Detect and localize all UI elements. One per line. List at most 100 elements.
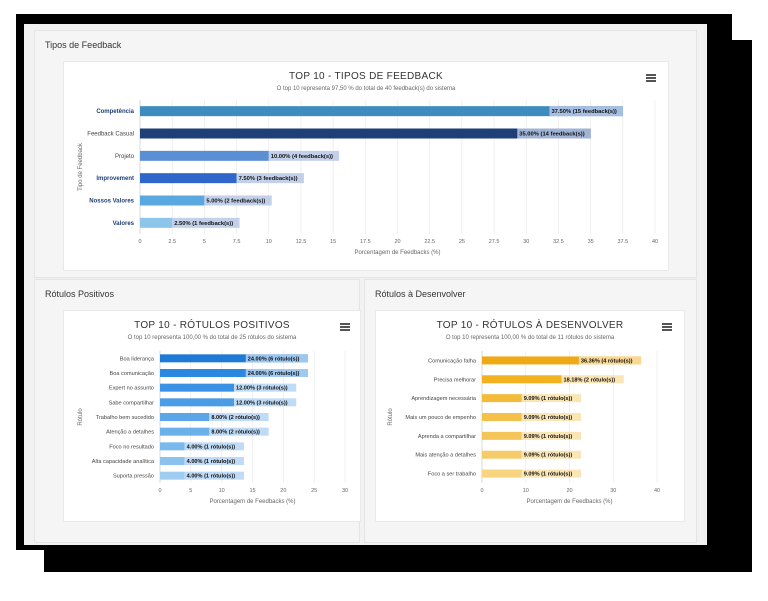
data-label-background <box>236 173 304 184</box>
data-label-background <box>549 106 623 117</box>
data-label-background <box>234 383 297 392</box>
category-label: Boa liderança <box>120 356 155 362</box>
x-tick-label: 20 <box>280 488 286 494</box>
category-label: Competência <box>96 109 134 115</box>
x-tick-label: 30 <box>523 239 529 245</box>
x-tick-label: 10 <box>523 488 529 494</box>
dashboard-screen: Tipos de Feedback TOP 10 - TIPOS DE FEED… <box>24 24 707 545</box>
x-tick-label: 7.5 <box>233 239 241 245</box>
x-tick-label: 22.5 <box>424 239 435 245</box>
panel-title: Rótulos Positivos <box>45 289 115 299</box>
data-label-background <box>521 431 582 440</box>
x-tick-label: 35 <box>588 239 594 245</box>
data-label: 8.00% (2 rótulo(s)) <box>211 415 260 421</box>
x-tick-label: 27.5 <box>489 239 500 245</box>
x-tick-label: 0 <box>480 488 483 494</box>
data-label-background <box>209 413 269 421</box>
x-tick-label: 25 <box>311 488 317 494</box>
panel-title: Tipos de Feedback <box>45 40 122 50</box>
data-label: 24.00% (6 rótulo(s)) <box>248 371 300 377</box>
bar <box>160 398 234 407</box>
data-label-background <box>517 128 591 139</box>
category-label: Aprenda a compartilhar <box>418 434 476 440</box>
y-axis-title: Rótulo <box>388 408 394 426</box>
panel-title: Rótulos à Desenvolver <box>375 289 466 299</box>
develop-labels-chart-card: TOP 10 - RÓTULOS À DESENVOLVER O top 10 … <box>375 310 685 522</box>
x-tick-label: 30 <box>342 488 348 494</box>
x-tick-label: 15 <box>330 239 336 245</box>
x-axis-title: Porcentagem de Feedbacks (%) <box>209 499 295 505</box>
category-label: Sabe compartilhar <box>109 400 155 406</box>
data-label: 9.09% (1 rótulo(s)) <box>524 472 573 478</box>
hamburger-menu-icon[interactable] <box>662 323 672 331</box>
data-label-background <box>521 413 582 421</box>
develop-labels-bar-chart: 0 10 20 30 40 Comunicação falha 36.36% (4 rótu… <box>388 351 660 505</box>
x-tick-label: 37.5 <box>617 239 628 245</box>
category-label: Foco a ser trabalho <box>428 472 476 478</box>
data-label-background <box>172 217 240 228</box>
x-tick-label: 30 <box>610 488 616 494</box>
category-label: Aprendizagem necessária <box>411 396 477 402</box>
category-label: Precisa melhorar <box>434 377 476 383</box>
data-label-background <box>184 457 244 465</box>
bar <box>482 375 562 384</box>
data-label: 4.00% (1 rótulo(s)) <box>187 444 236 450</box>
category-label: Mais atenção a detalhes <box>415 453 476 459</box>
y-axis-title: Tipo de Feedback <box>78 142 84 191</box>
feedback-types-bar-chart: 0 2.5 5 7.5 10 12.5 15 17.5 20 22.5 25 27.5 30 32.5 35… <box>78 100 658 256</box>
bar <box>140 106 623 117</box>
data-label-background <box>234 398 297 407</box>
feedback-types-chart-card: TOP 10 - TIPOS DE FEEDBACK O top 10 repr… <box>63 61 669 271</box>
bar <box>140 195 205 206</box>
data-label: 9.09% (1 rótulo(s)) <box>524 434 573 440</box>
x-tick-label: 20 <box>394 239 400 245</box>
hamburger-menu-icon[interactable] <box>340 323 350 331</box>
category-label: Alta capacidade analítica <box>92 459 155 465</box>
data-label-background <box>521 469 582 478</box>
data-label-background <box>209 427 269 436</box>
chart-title: TOP 10 - RÓTULOS POSITIVOS <box>134 320 290 331</box>
x-tick-label: 0 <box>138 239 141 245</box>
x-tick-label: 40 <box>652 239 658 245</box>
data-label: 2.50% (1 feedback(s)) <box>174 221 233 227</box>
feedback-types-panel: Tipos de Feedback TOP 10 - TIPOS DE FEED… <box>34 30 697 278</box>
data-label: 18.18% (2 rótulo(s)) <box>564 377 616 383</box>
category-label: Mais um pouco de empenho <box>405 415 476 421</box>
category-label: Improvement <box>96 176 134 182</box>
data-label-background <box>268 150 340 161</box>
bar <box>482 394 522 403</box>
develop-labels-panel: Rótulos à Desenvolver TOP 10 - RÓTULOS À… <box>364 279 697 543</box>
chart-title: TOP 10 - TIPOS DE FEEDBACK <box>289 71 443 82</box>
x-tick-label: 32.5 <box>553 239 564 245</box>
category-label: Valores <box>113 221 135 227</box>
bar <box>482 431 522 440</box>
data-label-background <box>245 369 308 377</box>
category-label: Suporta pressão <box>113 474 154 480</box>
data-label: 35.00% (14 feedback(s)) <box>519 132 584 138</box>
data-label: 12.00% (3 rótulo(s)) <box>236 386 288 392</box>
positive-labels-chart-card: TOP 10 - RÓTULOS POSITIVOS O top 10 repr… <box>63 310 361 522</box>
bar <box>160 383 234 392</box>
bar <box>160 369 308 377</box>
data-label: 5.00% (2 feedback(s)) <box>206 199 265 205</box>
x-tick-label: 40 <box>654 488 660 494</box>
hamburger-menu-icon[interactable] <box>646 74 656 82</box>
data-label-background <box>521 450 582 459</box>
data-label: 12.00% (3 rótulo(s)) <box>236 400 288 406</box>
data-label: 10.00% (4 feedback(s)) <box>271 154 333 160</box>
chart-subtitle: O top 10 representa 100,00 % do total de… <box>445 335 615 341</box>
category-label: Atenção a detalhes <box>106 430 154 436</box>
data-label: 36.36% (4 rótulo(s)) <box>581 358 633 364</box>
category-label: Projeto <box>115 154 135 160</box>
bar <box>140 150 269 161</box>
positive-labels-panel: Rótulos Positivos TOP 10 - RÓTULOS POSIT… <box>34 279 361 543</box>
bar <box>482 469 522 478</box>
x-tick-label: 0 <box>158 488 161 494</box>
bar <box>160 427 210 436</box>
x-axis-title: Porcentagem de Feedbacks (%) <box>354 250 440 256</box>
bar <box>160 457 185 465</box>
data-label-background <box>184 442 244 451</box>
x-tick-label: 25 <box>459 239 465 245</box>
data-label-background <box>245 354 308 363</box>
category-label: Nossos Valores <box>89 199 134 205</box>
